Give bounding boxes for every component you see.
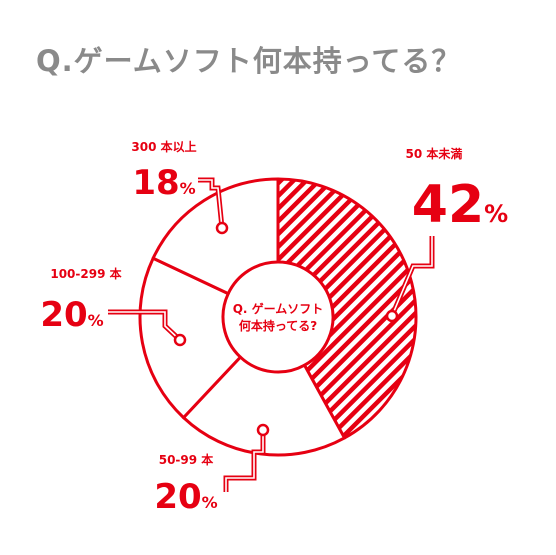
leader-lines <box>108 177 435 492</box>
leader-inner-4 <box>198 179 223 229</box>
leader-dot-4 <box>215 221 229 235</box>
value-unit-2: % <box>202 493 218 512</box>
slice-1 <box>276 177 418 440</box>
category-label-1: 50 本未満 <box>406 146 463 161</box>
value-label-3: 20% <box>40 295 103 335</box>
category-label-3: 100-299 本 <box>50 266 121 281</box>
slice-2 <box>182 355 346 457</box>
value-unit-4: % <box>180 179 196 198</box>
value-unit-1: % <box>484 200 508 228</box>
page-title: Q.ゲームソフト何本持ってる？ <box>36 44 462 78</box>
value-label-2: 20% <box>154 477 217 517</box>
leader-inner-1 <box>391 236 433 317</box>
center-label: Q. ゲームソフト何本持ってる? <box>233 301 324 333</box>
donut-slices <box>138 177 418 457</box>
category-label-4: 300 本以上 <box>131 139 196 154</box>
slice-3 <box>138 256 242 420</box>
value-label-4: 18% <box>132 163 195 203</box>
category-label-2: 50-99 本 <box>159 452 214 467</box>
value-label-1: 42% <box>412 175 508 235</box>
value-unit-3: % <box>88 311 104 330</box>
leader-dot-3 <box>173 333 187 347</box>
leader-inner-2 <box>225 430 264 492</box>
leader-dot-2 <box>256 423 270 437</box>
center-text-line-1: Q. ゲームソフト <box>233 301 324 316</box>
leader-dot-1 <box>385 309 399 323</box>
leader-inner-3 <box>108 311 181 341</box>
center-text-line-2: 何本持ってる? <box>239 318 317 333</box>
slice-4 <box>151 177 280 296</box>
